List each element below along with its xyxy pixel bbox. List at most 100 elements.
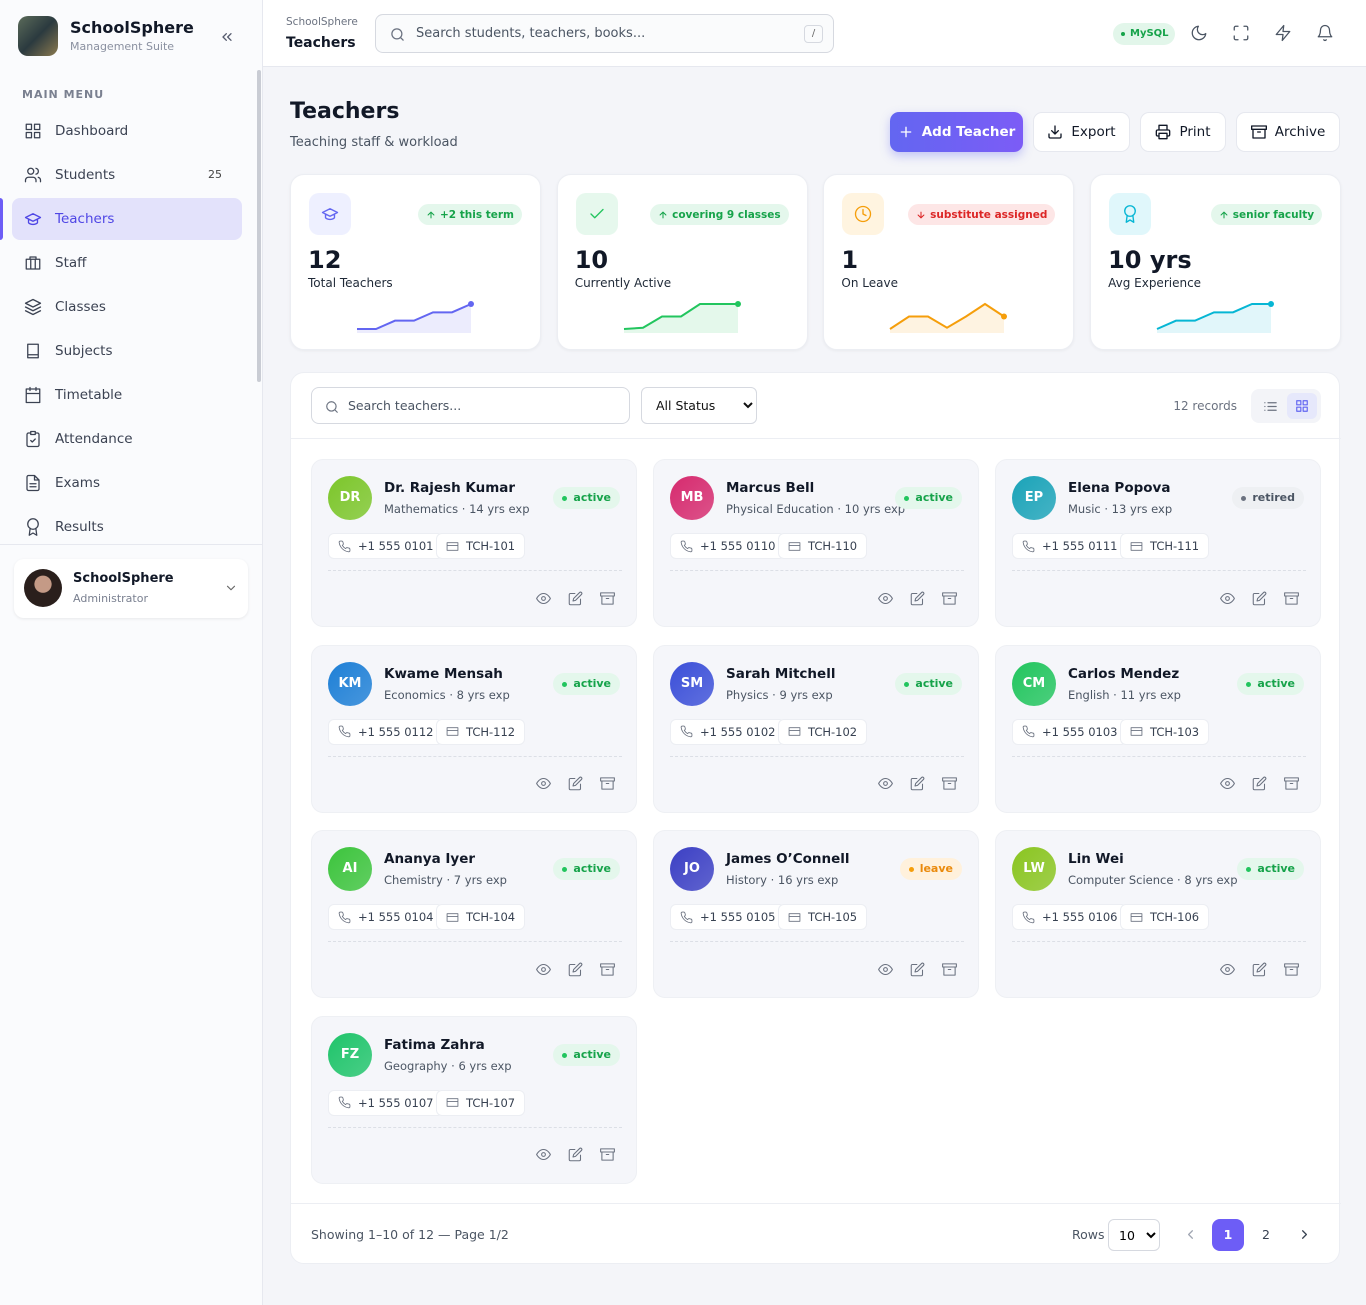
icon-part [1130,541,1143,551]
icon-part [1252,962,1266,976]
stat-value: 12 [308,246,342,274]
icon-part [680,540,693,552]
edit-button[interactable] [566,775,584,793]
menu-item[interactable]: Staff [12,242,242,284]
eye-button[interactable] [876,589,894,607]
user-menu-toggle[interactable] [224,581,238,595]
collapse-button[interactable] [218,28,236,46]
edit-button[interactable] [908,775,926,793]
eye-button[interactable] [1218,775,1236,793]
prev-page-button[interactable] [1182,1226,1198,1242]
menu-label: Teachers [55,211,115,227]
rows-select[interactable]: 10 [1108,1219,1160,1251]
menu-icon [24,210,42,228]
edit-button[interactable] [1250,589,1268,607]
icon-part [1220,211,1228,218]
eye-button[interactable] [1218,589,1236,607]
icon-part [1219,592,1235,604]
id-icon [1130,540,1143,553]
archive-button[interactable] [598,1146,616,1164]
icon-part [599,777,615,790]
action-button[interactable]: Add Teacher [890,112,1023,152]
scrollbar [257,70,261,382]
icon-part [599,962,615,976]
teacher-code: TCH-106 [1150,910,1200,924]
icon-part [535,963,551,975]
eye-button[interactable] [1218,960,1236,978]
page-button[interactable]: 1 [1212,1219,1244,1251]
icon-part [1219,777,1235,790]
icon-part [1156,124,1171,140]
icon-part [1283,591,1299,605]
global-search[interactable]: Search students, teachers, books... / [375,14,834,53]
icon-part [24,298,42,316]
menu-item[interactable]: Students 25 [12,154,242,196]
edit-button[interactable] [1250,775,1268,793]
menu-item[interactable]: Attendance [12,418,242,460]
phone-icon [338,540,351,553]
edit-button[interactable] [908,960,926,978]
grid-view-button[interactable] [1287,393,1317,419]
menu-item[interactable]: Timetable [12,374,242,416]
page-button[interactable]: 2 [1262,1227,1270,1242]
edit-button[interactable] [1250,960,1268,978]
expand-button[interactable] [1231,23,1251,43]
eye-button[interactable] [534,960,552,978]
bell-button[interactable] [1315,23,1335,43]
code-chip: TCH-101 [436,533,526,559]
archive-button[interactable] [1282,775,1300,793]
teacher-meta: Mathematics · 14 yrs exp [384,502,530,516]
edit-button[interactable] [566,589,584,607]
archive-button[interactable] [940,775,958,793]
archive-button[interactable] [598,775,616,793]
archive-button[interactable] [598,960,616,978]
eye-button[interactable] [534,1146,552,1164]
teacher-avatar: KM [328,661,372,706]
action-button[interactable]: Archive [1236,112,1340,152]
moon-button[interactable] [1189,23,1209,43]
eye-button[interactable] [534,589,552,607]
archive-button[interactable] [1282,589,1300,607]
teacher-avatar: MB [670,476,714,520]
action-button[interactable]: Export [1033,112,1130,152]
trend-arrow [426,210,436,220]
status-filter[interactable]: All Status [641,387,757,424]
next-page-button[interactable] [1296,1226,1312,1242]
phone-icon [1022,911,1035,924]
phone-number: +1 555 0111 [1042,539,1118,553]
menu-item[interactable]: Classes [12,286,242,328]
list-view-button[interactable] [1255,393,1285,419]
phone-chip: +1 555 0106 [1012,904,1128,930]
teacher-meta: Economics · 8 yrs exp [384,687,510,702]
trend-label: substitute assigned [930,208,1048,221]
icon-part [226,585,236,591]
menu-item[interactable]: Dashboard [12,110,242,152]
eye-button[interactable] [876,775,894,793]
stat-trend: covering 9 classes [650,204,789,225]
sidebar-divider [0,544,263,545]
menu-item[interactable]: Subjects [12,330,242,372]
sparkline-line [623,303,738,330]
edit-button[interactable] [908,589,926,607]
icon-part [788,727,801,736]
zap-button[interactable] [1273,23,1293,43]
edit-button[interactable] [566,960,584,978]
eye-button[interactable] [534,775,552,793]
menu-item[interactable]: Results [12,506,242,548]
stat-trend: senior faculty [1210,204,1323,225]
archive-button[interactable] [940,589,958,607]
teacher-code: TCH-101 [466,539,516,553]
edit-button[interactable] [566,1146,584,1164]
icon-part [941,777,957,790]
icon-part [1130,727,1143,736]
menu-item[interactable]: Exams [12,462,242,504]
user-card[interactable]: SchoolSphere Administrator [14,559,248,618]
archive-button[interactable] [598,589,616,607]
menu-item[interactable]: Teachers [12,198,242,240]
archive-button[interactable] [1282,960,1300,978]
action-button[interactable]: Print [1140,112,1226,152]
eye-button[interactable] [876,960,894,978]
teacher-search[interactable]: Search teachers... [311,387,630,424]
archive-button[interactable] [940,960,958,978]
icon-part [446,541,459,551]
